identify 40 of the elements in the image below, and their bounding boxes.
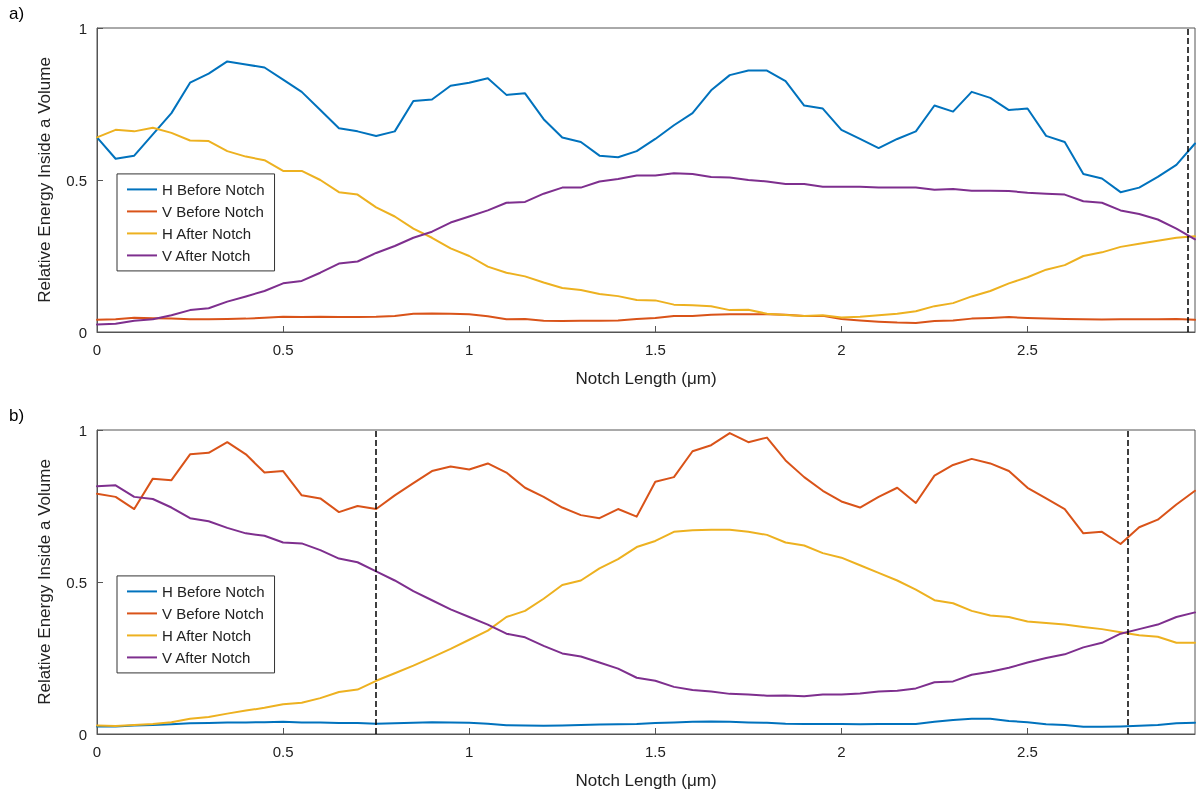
y-axis-title: Relative Energy Inside a Volume (35, 57, 54, 303)
y-tick-label: 0 (78, 725, 87, 743)
legend-label: V Before Notch (162, 202, 264, 220)
line-series (96, 60, 1196, 194)
legend-label: H Before Notch (162, 180, 265, 198)
x-tick-label: 2.5 (1017, 341, 1038, 358)
line-series (96, 432, 1196, 545)
x-tick-label: 2 (837, 341, 846, 358)
legend-label: V After Notch (162, 648, 251, 666)
y-tick-label: 0.5 (66, 171, 87, 189)
x-tick-label: 0.5 (272, 743, 294, 760)
x-tick-label: 0 (92, 341, 102, 358)
line-series (96, 126, 1196, 319)
legend-label: V Before Notch (162, 604, 264, 622)
x-axis-title: Notch Length (μm) (575, 771, 717, 790)
y-tick-label: 0 (78, 323, 87, 341)
x-tick-label: 0 (92, 743, 102, 760)
x-tick-label: 1 (465, 341, 474, 358)
x-tick-label: 2.5 (1017, 743, 1038, 760)
x-tick-label: 0.5 (272, 341, 294, 358)
y-tick-label: 1 (78, 19, 87, 37)
legend-label: H After Notch (162, 224, 252, 242)
y-tick-label: 1 (78, 421, 87, 439)
legend-label: H Before Notch (162, 582, 265, 600)
x-tick-label: 1.5 (644, 341, 666, 358)
x-tick-label: 1.5 (644, 743, 666, 760)
line-series (96, 172, 1196, 326)
y-axis-title: Relative Energy Inside a Volume (35, 459, 54, 705)
line-series (96, 717, 1196, 728)
x-axis-title: Notch Length (μm) (575, 369, 717, 388)
line-series (96, 484, 1196, 698)
x-tick-label: 2 (837, 743, 846, 760)
chart-title: a) (9, 4, 25, 23)
line-series (96, 528, 1196, 728)
legend-label: V After Notch (162, 246, 251, 264)
x-tick-label: 1 (465, 743, 474, 760)
y-tick-label: 0.5 (66, 573, 87, 591)
chart-title: b) (9, 406, 25, 425)
legend-label: H After Notch (162, 626, 252, 644)
line-series (96, 312, 1196, 324)
